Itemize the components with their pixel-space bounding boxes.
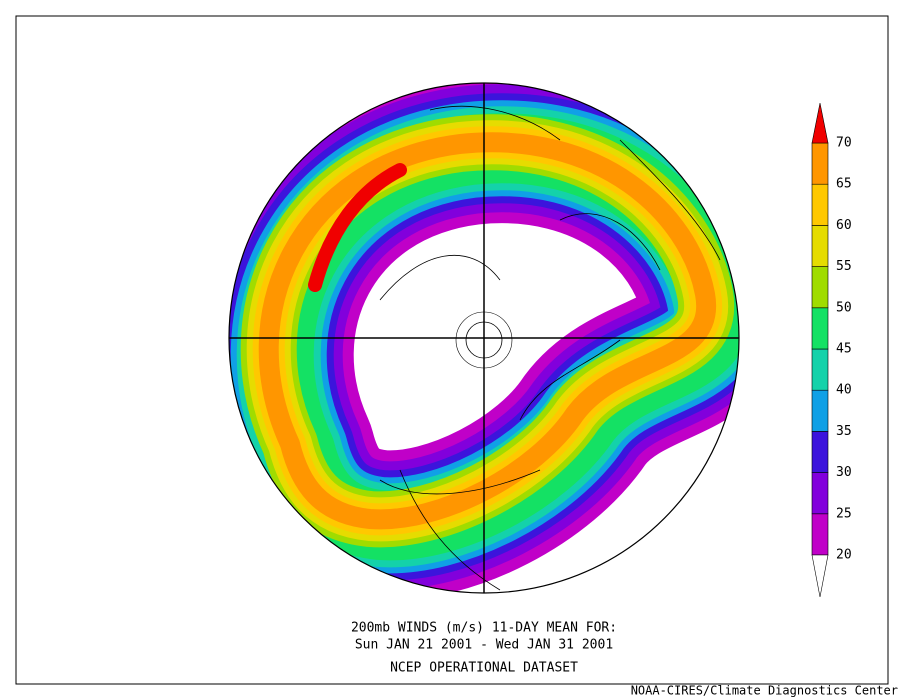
colorbar-band (811, 389, 829, 432)
caption-line: Sun JAN 21 2001 - Wed JAN 31 2001 (355, 638, 613, 653)
colorbar-label: 60 (836, 218, 852, 233)
colorbar-band (811, 472, 829, 515)
colorbar-label: 65 (836, 177, 852, 192)
credit: NOAA-CIRES/Climate Diagnostics Center (631, 684, 898, 698)
colorbar-band (811, 431, 829, 473)
caption-line: 200mb WINDS (m/s) 11-DAY MEAN FOR: (351, 621, 617, 636)
colorbar-band (811, 225, 829, 267)
colorbar-label: 70 (836, 136, 852, 151)
colorbar-band (811, 142, 829, 185)
colorbar: 20 25 30 35 40 45 50 55 60 65 70 (811, 102, 852, 598)
colorbar-label: 40 (836, 383, 852, 398)
colorbar-label: 20 (836, 548, 852, 563)
jet-core (308, 163, 407, 292)
colorbar-band (811, 183, 829, 226)
colorbar-over (811, 102, 829, 144)
colorbar-band (811, 513, 829, 556)
map-overlay (228, 82, 740, 594)
caption-line: NCEP OPERATIONAL DATASET (390, 661, 578, 676)
colorbar-band (811, 266, 829, 309)
wind-map (229, 83, 739, 593)
colorbar-label: 35 (836, 424, 852, 439)
colorbar-label: 25 (836, 506, 852, 521)
colorbar-label: 55 (836, 259, 852, 274)
colorbar-label: 50 (836, 300, 852, 315)
wind-band (258, 132, 717, 530)
colorbar-band (811, 348, 829, 391)
colorbar-label: 30 (836, 465, 852, 480)
frame (15, 15, 889, 685)
colorbar-band (811, 307, 829, 350)
colorbar-under (811, 554, 829, 598)
colorbar-label: 45 (836, 342, 852, 357)
